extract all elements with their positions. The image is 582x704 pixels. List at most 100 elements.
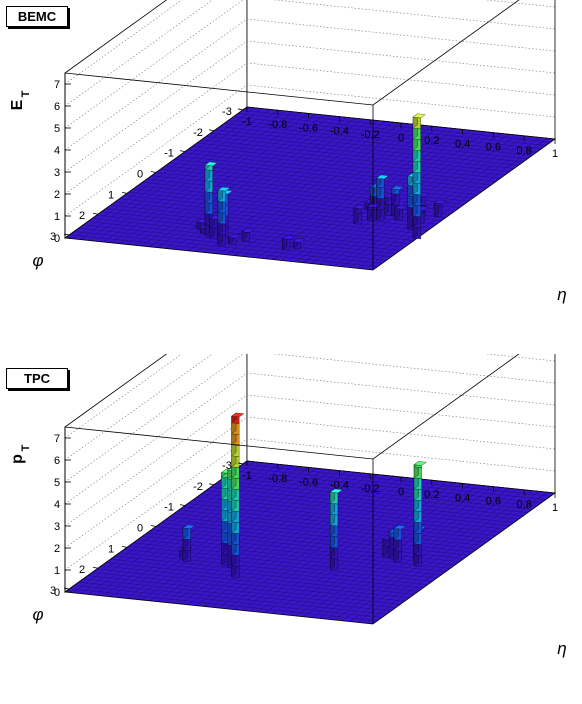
z-gridline — [64, 372, 556, 505]
phi-tick-label: -1 — [164, 502, 174, 514]
phi-axis-label: φ — [32, 251, 43, 270]
eta-tick-label: -0.4 — [330, 480, 349, 492]
floor-grid-line — [219, 480, 528, 513]
eta-tick-label: 0.4 — [455, 138, 470, 150]
bemc-title: BEMC — [6, 6, 68, 27]
tower-top — [433, 199, 447, 205]
bemc-panel: BEMC 0 1 2 3 4 5 6 7 E T 3 2 1 0 -1 -2 -3 φ -1 -0.8 -0.6 -0.4… — [0, 0, 582, 350]
eta-axis-label: η — [557, 639, 566, 658]
tower-top — [182, 524, 196, 529]
z-axis-label: E — [9, 99, 26, 110]
phi-tick-label: 3 — [50, 585, 56, 597]
tower-top — [217, 186, 231, 192]
floor-grid-line — [357, 137, 540, 269]
phi-tick — [237, 462, 244, 465]
z-gridline — [64, 40, 556, 173]
z-tick-label: 1 — [54, 211, 60, 223]
floor-grid-line — [334, 488, 517, 621]
z-tick-label: 0 — [54, 233, 60, 245]
floor-grid-line — [218, 476, 402, 609]
z-tick-label: 0 — [54, 587, 60, 599]
tower-top — [292, 238, 306, 243]
tower-top — [241, 228, 255, 233]
floor-grid-line — [192, 500, 501, 533]
z-gridline — [64, 416, 556, 549]
tower-top — [375, 174, 390, 180]
floor-grid-line — [249, 480, 432, 612]
phi-tick-label: 3 — [50, 231, 56, 243]
tpc-title: TPC — [6, 368, 68, 389]
tower-top — [281, 235, 296, 240]
floor-grid-line — [169, 162, 478, 195]
floor-grid-line — [224, 123, 533, 156]
phi-tick — [92, 566, 99, 569]
floor-grid-line — [349, 490, 533, 622]
floor-grid-line — [357, 491, 540, 623]
phi-tick — [92, 212, 99, 215]
tower-top — [329, 488, 343, 494]
eta-tick-label: -1 — [242, 470, 252, 482]
phi-tick — [179, 504, 186, 507]
floor-grid-line — [311, 486, 494, 618]
eta-tick-label: 0.4 — [455, 492, 470, 504]
tower-top — [231, 412, 245, 418]
z-tick-label: 7 — [54, 433, 60, 445]
eta-tick-label: 1 — [552, 148, 558, 160]
floor-grid-line — [192, 146, 501, 179]
eta-tick-label: 0 — [398, 486, 404, 498]
floor-grid-line — [342, 135, 525, 267]
z-tick-label: 4 — [54, 145, 60, 157]
z-tick-label: 6 — [54, 101, 60, 113]
eta-tick-label: -0.4 — [330, 126, 349, 138]
z-gridline — [64, 0, 556, 107]
eta-tick-label: -0.2 — [361, 129, 380, 141]
floor-grid-line — [234, 478, 417, 610]
phi-tick-label: 2 — [79, 210, 85, 222]
z-tick-label: 7 — [54, 79, 60, 91]
floor-grid-line — [233, 116, 542, 149]
floor-grid-line — [226, 477, 409, 609]
phi-tick — [150, 525, 157, 527]
phi-tick — [63, 587, 70, 590]
floor-grid-line — [219, 126, 528, 159]
phi-tick — [121, 545, 128, 548]
phi-axis-label: φ — [32, 605, 43, 624]
eta-tick-label: 0.8 — [517, 499, 532, 511]
phi-tick-label: -3 — [222, 460, 232, 472]
eta-tick-label: -0.6 — [299, 122, 318, 134]
eta-tick-label: -0.8 — [268, 473, 287, 485]
eta-tick-label: -0.2 — [361, 483, 380, 495]
tower-top — [393, 525, 407, 530]
eta-tick-label: 0 — [398, 132, 404, 144]
z-tick-label: 3 — [54, 521, 60, 533]
z-axis-label-sub: T — [20, 444, 32, 451]
floor-grid-line — [196, 142, 505, 176]
phi-tick-label: 1 — [108, 543, 114, 555]
tower-top — [228, 233, 242, 239]
eta-tick-label: 0.2 — [424, 135, 439, 147]
phi-tick — [237, 108, 244, 111]
phi-tick — [208, 483, 215, 486]
z-gridline — [64, 438, 556, 571]
phi-tick — [208, 129, 215, 132]
z-gridline — [64, 354, 183, 439]
phi-tick-label: -2 — [193, 127, 203, 139]
floor-grid-line — [311, 132, 494, 264]
floor-grid-line — [183, 152, 492, 186]
z-gridline — [64, 354, 556, 483]
tower-top — [353, 204, 367, 210]
phi-tick-label: 0 — [137, 169, 143, 181]
floor-grid-line — [241, 125, 425, 257]
floor-grid-line — [187, 149, 496, 182]
floor-grid-line — [318, 487, 502, 619]
floor-grid-line — [196, 496, 505, 530]
tower-top — [412, 113, 426, 119]
tower-top — [390, 185, 405, 191]
phi-tick-label: -3 — [222, 106, 232, 118]
eta-tick-label: -0.6 — [299, 476, 318, 488]
tower-top — [394, 205, 408, 210]
z-gridline — [64, 62, 556, 195]
eta-tick-label: 1 — [552, 502, 558, 514]
z-gridline — [64, 394, 556, 527]
floor-grid-line — [365, 492, 548, 624]
